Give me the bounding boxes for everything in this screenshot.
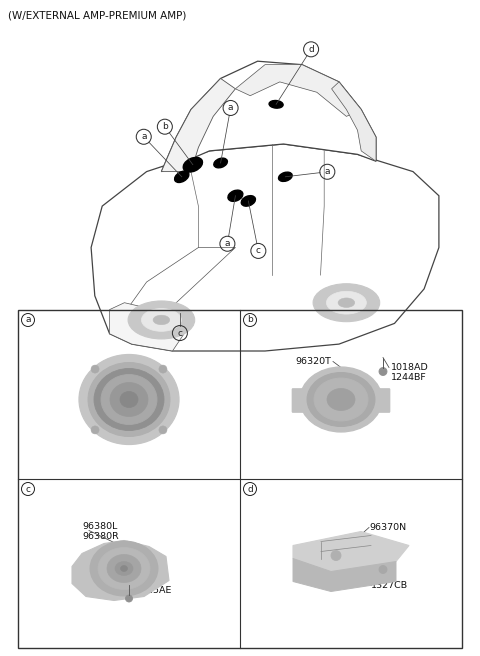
Polygon shape (293, 531, 409, 571)
Ellipse shape (90, 541, 158, 596)
Ellipse shape (88, 363, 170, 436)
Text: a: a (141, 133, 146, 141)
Text: c: c (178, 329, 182, 338)
Ellipse shape (120, 392, 138, 407)
Ellipse shape (175, 171, 189, 182)
Ellipse shape (142, 308, 181, 331)
Polygon shape (293, 558, 396, 592)
Text: 1018AD: 1018AD (391, 363, 429, 372)
Text: d: d (247, 485, 253, 493)
Polygon shape (235, 65, 361, 116)
Ellipse shape (183, 157, 203, 172)
Ellipse shape (110, 382, 148, 417)
Text: 1125AE: 1125AE (136, 586, 172, 595)
Text: b: b (247, 316, 253, 325)
Circle shape (159, 365, 167, 373)
Ellipse shape (120, 565, 128, 571)
Ellipse shape (128, 301, 195, 339)
Circle shape (91, 365, 99, 373)
Ellipse shape (269, 100, 283, 108)
Polygon shape (109, 302, 191, 351)
Ellipse shape (79, 354, 179, 445)
Text: b: b (162, 122, 168, 131)
Ellipse shape (115, 562, 133, 575)
Circle shape (91, 426, 99, 434)
Text: 96370N: 96370N (369, 523, 406, 532)
Ellipse shape (98, 548, 150, 590)
Ellipse shape (278, 172, 292, 182)
Text: 96331A: 96331A (125, 315, 163, 325)
Text: d: d (308, 45, 314, 54)
Text: a: a (228, 104, 233, 112)
Text: a: a (25, 316, 31, 325)
Ellipse shape (214, 158, 228, 168)
Polygon shape (161, 61, 376, 172)
Circle shape (125, 595, 132, 602)
Text: a: a (324, 167, 330, 176)
FancyBboxPatch shape (292, 388, 304, 413)
Ellipse shape (327, 388, 355, 411)
Ellipse shape (307, 373, 375, 426)
Ellipse shape (314, 378, 368, 421)
FancyBboxPatch shape (378, 388, 390, 413)
Circle shape (379, 367, 387, 375)
Polygon shape (161, 79, 235, 172)
Circle shape (331, 550, 341, 560)
Text: 96320T: 96320T (295, 357, 331, 366)
Text: (W/EXTERNAL AMP-PREMIUM AMP): (W/EXTERNAL AMP-PREMIUM AMP) (8, 10, 186, 20)
Ellipse shape (300, 367, 382, 432)
Ellipse shape (326, 291, 366, 314)
Ellipse shape (338, 298, 355, 308)
Bar (18, 310, 462, 648)
Text: c: c (25, 485, 31, 493)
Ellipse shape (228, 190, 243, 201)
Text: 96380L: 96380L (82, 522, 118, 531)
Circle shape (379, 565, 387, 573)
Text: 96380R: 96380R (82, 532, 119, 541)
Polygon shape (332, 82, 376, 161)
Polygon shape (72, 541, 169, 600)
Polygon shape (91, 144, 439, 351)
Text: 1244BF: 1244BF (391, 373, 427, 382)
Text: 1327CB: 1327CB (371, 581, 408, 590)
Text: a: a (225, 239, 230, 248)
Ellipse shape (101, 375, 157, 424)
Ellipse shape (107, 554, 141, 583)
Circle shape (159, 426, 167, 434)
Ellipse shape (153, 315, 170, 325)
Ellipse shape (94, 369, 164, 430)
Text: c: c (256, 247, 261, 255)
Ellipse shape (313, 284, 380, 321)
Ellipse shape (241, 195, 255, 206)
